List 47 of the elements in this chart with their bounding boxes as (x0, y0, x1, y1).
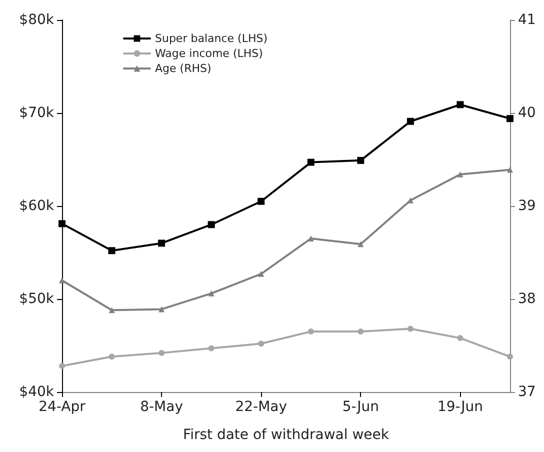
x-tick-label: 19-Jun (437, 399, 483, 415)
y2-tick-label: 41 (518, 12, 536, 28)
point (358, 241, 364, 248)
y2-tick-label: 37 (518, 384, 536, 400)
point (358, 328, 364, 335)
point (258, 198, 265, 205)
point (357, 156, 364, 164)
point (506, 115, 514, 122)
x-axis-title: First date of withdrawal week (183, 427, 390, 443)
point (308, 328, 314, 335)
point (507, 354, 513, 360)
point (59, 277, 65, 284)
point (208, 345, 214, 352)
point (507, 166, 513, 173)
point (208, 221, 215, 228)
y2-tick-label: 40 (518, 105, 536, 121)
legend-label: Age (RHS) (155, 62, 212, 75)
point (406, 118, 414, 125)
y-tick-label: $40k (19, 384, 55, 400)
point (158, 306, 165, 312)
point (158, 240, 166, 247)
x-tick-label: 24-Apr (38, 399, 86, 415)
y2-tick-label: 39 (518, 198, 536, 214)
point (108, 307, 115, 314)
point (456, 101, 464, 108)
legend-label: Wage income (LHS) (155, 47, 263, 60)
x-tick-label: 22-May (235, 399, 288, 415)
legend-label: Super balance (LHS) (155, 32, 268, 45)
point (108, 247, 116, 254)
point (258, 270, 264, 277)
point (158, 350, 165, 356)
point (457, 335, 464, 342)
y-tick-label: $50k (19, 291, 55, 307)
x-tick-label: 8-May (140, 399, 184, 415)
y-tick-label: $60k (19, 198, 55, 214)
point (457, 171, 464, 178)
y2-tick-label: 38 (518, 291, 536, 307)
y-tick-label: $70k (19, 105, 55, 121)
point (307, 158, 314, 166)
y-tick-label: $80k (19, 12, 55, 28)
point (208, 290, 214, 296)
point (59, 362, 65, 369)
point (58, 220, 66, 228)
point (108, 354, 115, 360)
point (407, 326, 414, 332)
x-tick-label: 5-Jun (342, 399, 379, 415)
point (258, 340, 264, 347)
